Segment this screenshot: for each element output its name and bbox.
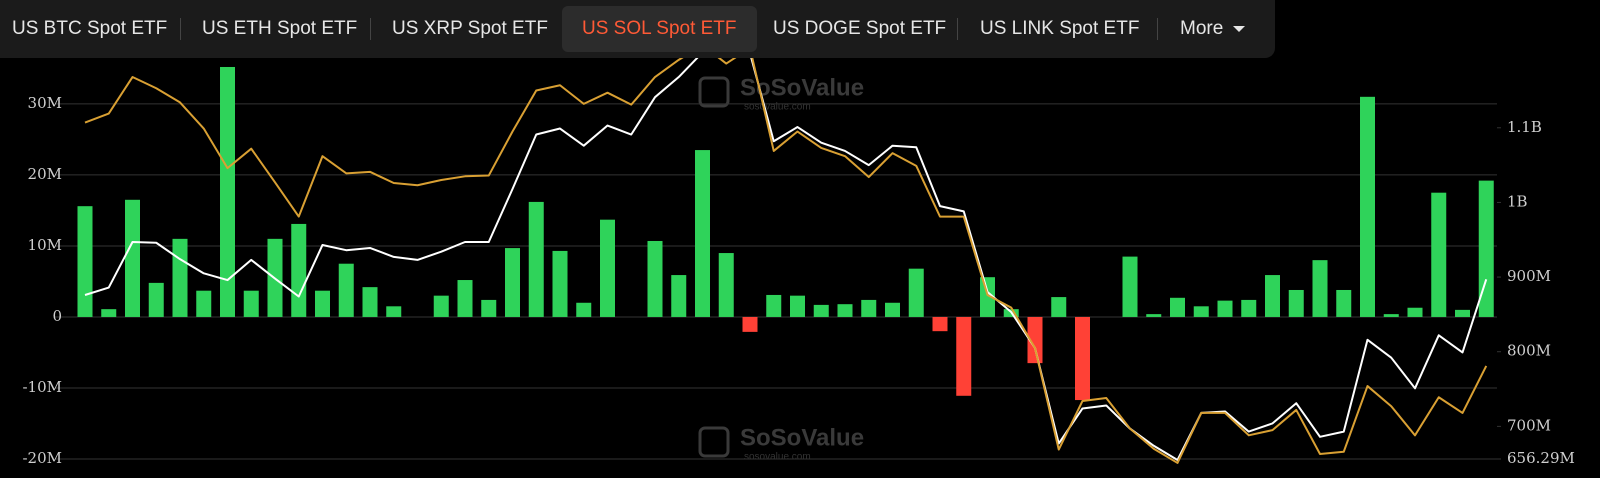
- y2-tick-label: 800M: [1507, 342, 1551, 360]
- bar: [1455, 309, 1470, 317]
- bar: [1431, 192, 1447, 317]
- tab-label: US XRP Spot ETF: [392, 18, 548, 39]
- y2-tick-label: 1B: [1507, 192, 1528, 210]
- bar: [1265, 275, 1280, 317]
- bar: [1407, 307, 1423, 317]
- bar: [576, 302, 592, 317]
- bar: [1288, 289, 1304, 317]
- bar: [885, 302, 900, 317]
- watermark-url: sosovalue.com: [744, 452, 811, 463]
- watermark-logo: [698, 76, 730, 108]
- bar: [101, 309, 117, 317]
- bar: [125, 199, 140, 317]
- bar: [386, 306, 402, 317]
- bar: [1383, 314, 1399, 317]
- bar: [220, 66, 235, 317]
- bar: [552, 250, 568, 317]
- bar: [433, 295, 449, 317]
- bar: [1360, 96, 1375, 317]
- y2-tick-label: 656.29M: [1507, 449, 1575, 467]
- bar: [148, 282, 164, 317]
- bar: [243, 290, 259, 317]
- bar: [837, 304, 853, 317]
- bar: [172, 238, 188, 317]
- tab-label: US SOL Spot ETF: [582, 18, 737, 39]
- bar: [291, 223, 307, 317]
- tab-label: More: [1180, 18, 1224, 39]
- caret-icon: [1233, 25, 1246, 32]
- tab-label: US DOGE Spot ETF: [773, 18, 947, 39]
- watermark: SoSoValue: [740, 424, 864, 451]
- bar: [956, 316, 972, 396]
- watermark-url: sosovalue.com: [744, 102, 811, 113]
- tab[interactable]: US SOL Spot ETF: [562, 6, 757, 52]
- bar: [813, 304, 829, 317]
- tab[interactable]: US LINK Spot ETF: [960, 6, 1159, 52]
- bar: [528, 201, 544, 317]
- y2-tick-label: 700M: [1507, 416, 1551, 434]
- bar: [1027, 316, 1043, 364]
- bar: [1122, 256, 1138, 317]
- bar: [315, 290, 330, 317]
- bar: [1146, 314, 1162, 317]
- y-tick-label: 20M: [28, 165, 62, 183]
- bar: [1478, 180, 1494, 317]
- bar: [718, 253, 734, 317]
- bar: [1241, 299, 1257, 317]
- bar: [1217, 300, 1233, 317]
- bar: [600, 219, 615, 317]
- tab[interactable]: US ETH Spot ETF: [182, 6, 377, 52]
- y2-tick-label: 900M: [1507, 267, 1551, 285]
- line: [84, 51, 1488, 461]
- bar: [1170, 297, 1185, 317]
- bar: [695, 150, 710, 317]
- bar: [1051, 297, 1067, 317]
- tab-separator: [370, 18, 371, 40]
- bar: [790, 295, 805, 317]
- tab-bar: US BTC Spot ETF US ETH Spot ETF US XRP Spo…: [0, 0, 1275, 58]
- bar: [742, 316, 758, 332]
- tab-separator: [1157, 18, 1158, 40]
- y-tick-label: -20M: [22, 449, 62, 467]
- bar: [932, 316, 948, 332]
- bar: [1075, 316, 1090, 401]
- tab[interactable]: US DOGE Spot ETF: [753, 6, 966, 52]
- tab[interactable]: US BTC Spot ETF: [0, 6, 187, 52]
- bar: [647, 240, 663, 317]
- y-tick-label: 0: [52, 307, 62, 325]
- bar: [671, 275, 687, 317]
- bar: [980, 277, 995, 317]
- bar: [457, 280, 473, 317]
- y-tick-label: 10M: [28, 236, 62, 254]
- y2-tick-label: 1.1B: [1507, 118, 1542, 136]
- bar: [505, 248, 520, 317]
- watermark-logo: [698, 426, 730, 458]
- bar: [362, 287, 378, 317]
- bar: [196, 290, 212, 317]
- y-tick-label: -10M: [22, 378, 62, 396]
- bar: [1336, 289, 1352, 317]
- tab-separator: [957, 18, 958, 40]
- bar: [861, 299, 877, 317]
- bar: [481, 299, 497, 317]
- bar: [908, 268, 924, 317]
- tab-label: US LINK Spot ETF: [980, 18, 1140, 39]
- bar: [1193, 306, 1209, 317]
- line: [84, 43, 1488, 464]
- tab-label: US BTC Spot ETF: [12, 18, 168, 39]
- bar: [338, 263, 354, 317]
- tab-separator: [180, 18, 181, 40]
- tab[interactable]: US XRP Spot ETF: [372, 6, 568, 52]
- y-tick-label: 30M: [28, 94, 62, 112]
- bar: [77, 206, 93, 317]
- bar: [766, 294, 782, 317]
- tab-label: US ETH Spot ETF: [202, 18, 358, 39]
- bar: [1312, 260, 1328, 317]
- tab[interactable]: More: [1160, 6, 1265, 52]
